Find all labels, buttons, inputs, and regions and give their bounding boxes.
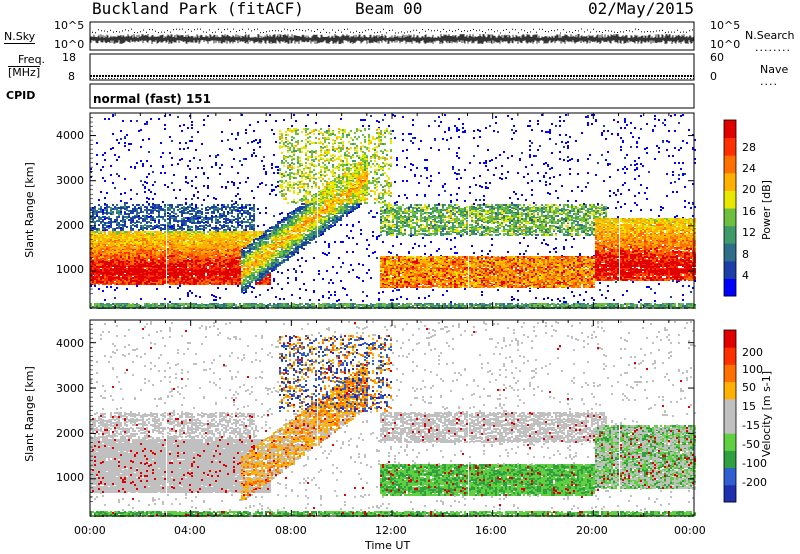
power-colorbar-swatch	[724, 137, 736, 156]
velocity-ytick-4000: 4000	[56, 337, 84, 350]
nave-right-tick-top: 60	[710, 51, 724, 64]
freq-left-tick-top: 18	[62, 51, 76, 64]
velocity-colorbar-swatch	[724, 347, 736, 365]
power-cb-tick-20: 20	[742, 183, 756, 196]
velocity-cb-tick-m200: -200	[742, 476, 767, 489]
noise-sky-trace	[90, 34, 694, 44]
noise-sky-label: N.Sky	[4, 30, 36, 44]
noise-panel-frame	[89, 21, 695, 51]
velocity-heatmap-cells	[241, 335, 392, 500]
nave-label: Nave	[760, 63, 789, 76]
velocity-heatmap-cells	[90, 425, 696, 517]
velocity-heatmap	[90, 321, 696, 517]
velocity-colorbar-swatch	[724, 398, 736, 417]
power-heatmap-cells	[90, 128, 696, 288]
power-colorbar-swatch	[724, 190, 736, 209]
xtick-4: 16:00	[475, 524, 507, 537]
velocity-colorbar-swatch	[724, 364, 736, 383]
velocity-colorbar-swatch	[724, 450, 736, 469]
power-colorbar-swatch	[724, 208, 736, 227]
power-cb-tick-28: 28	[742, 141, 756, 154]
power-colorbar-swatch	[724, 225, 736, 244]
velocity-colorbar-swatch	[724, 330, 736, 348]
freq-unit-label: [MHz]	[8, 66, 41, 79]
freq-panel-frame	[89, 53, 695, 81]
cpid-label: CPID	[6, 89, 36, 102]
noise-right-tick-bottom: 10^0	[710, 38, 741, 51]
velocity-colorbar-swatch	[724, 416, 736, 434]
power-heatmap-cells	[90, 246, 696, 288]
power-heatmap-cells	[90, 128, 696, 309]
velocity-heatmap-cells	[241, 335, 392, 500]
power-ytick-4000: 4000	[56, 129, 84, 142]
station-title: Buckland Park (fitACF)	[92, 0, 304, 18]
xtick-2: 08:00	[275, 524, 307, 537]
velocity-colorbar-swatch	[724, 381, 736, 400]
power-cb-tick-4: 4	[742, 269, 749, 282]
power-colorbar-swatch	[724, 172, 736, 191]
xtick-0: 00:00	[74, 524, 106, 537]
power-colorbar-swatch	[724, 155, 736, 174]
velocity-heatmap-cells	[279, 335, 392, 412]
power-colorbar-swatch	[724, 278, 736, 297]
power-colorbar-frame	[723, 119, 737, 297]
power-ytick-3000: 3000	[56, 174, 84, 187]
power-cb-tick-8: 8	[742, 248, 749, 261]
velocity-cb-tick-200: 200	[742, 346, 763, 359]
freq-left-tick-bottom: 8	[68, 70, 75, 83]
power-ytick-2000: 2000	[56, 219, 84, 232]
noise-right-tick-top: 10^5	[710, 19, 741, 32]
noise-search-dots: ........	[755, 41, 791, 54]
velocity-ytick-3000: 3000	[56, 382, 84, 395]
velocity-colorbar-swatch	[724, 484, 736, 503]
xtick-6: 00:00	[674, 524, 706, 537]
velocity-cb-tick-m100: -100	[742, 457, 767, 470]
power-colorbar-swatch	[724, 120, 736, 139]
power-colorbar-swatch	[724, 260, 736, 279]
noise-left-tick-top: 10^5	[54, 19, 85, 32]
xtick-5: 20:00	[576, 524, 608, 537]
velocity-cb-tick-50: 50	[742, 381, 756, 394]
velocity-cb-tick-m15: -15	[742, 419, 760, 432]
power-heatmap-cells	[90, 115, 694, 301]
velocity-cb-tick-100: 100	[742, 363, 763, 376]
nave-dots: ....	[760, 75, 778, 88]
cpid-value: normal (fast) 151	[93, 92, 211, 106]
velocity-ytick-1000: 1000	[56, 471, 84, 484]
xtick-1: 04:00	[174, 524, 206, 537]
beam-title: Beam 00	[355, 0, 423, 18]
power-ytick-1000: 1000	[56, 263, 84, 276]
velocity-cb-tick-m50: -50	[742, 438, 760, 451]
power-cb-tick-16: 16	[742, 205, 756, 218]
date-title: 02/May/2015	[588, 0, 694, 18]
velocity-ytick-2000: 2000	[56, 427, 84, 440]
power-cb-tick-12: 12	[742, 226, 756, 239]
cpid-frame	[89, 83, 695, 109]
velocity-colorbar-swatch	[724, 433, 736, 451]
freq-label: Freq.	[18, 53, 46, 66]
xlabel: Time UT	[365, 539, 411, 552]
velocity-colorbar-swatch	[724, 467, 736, 486]
power-heatmap	[90, 114, 696, 309]
xtick-3: 12:00	[375, 524, 407, 537]
power-heatmap-cells	[90, 174, 696, 288]
power-cb-tick-24: 24	[742, 162, 756, 175]
velocity-colorbar-frame	[723, 329, 737, 503]
velocity-cb-tick-15: 15	[742, 400, 756, 413]
noise-left-tick-bottom: 10^0	[54, 38, 85, 51]
noise-search-label: N.Search	[745, 29, 795, 42]
noise-search-trace	[92, 28, 693, 34]
nave-right-tick-bottom: 0	[710, 70, 717, 83]
velocity-heatmap-cells	[90, 321, 696, 511]
power-colorbar-swatch	[724, 243, 736, 262]
